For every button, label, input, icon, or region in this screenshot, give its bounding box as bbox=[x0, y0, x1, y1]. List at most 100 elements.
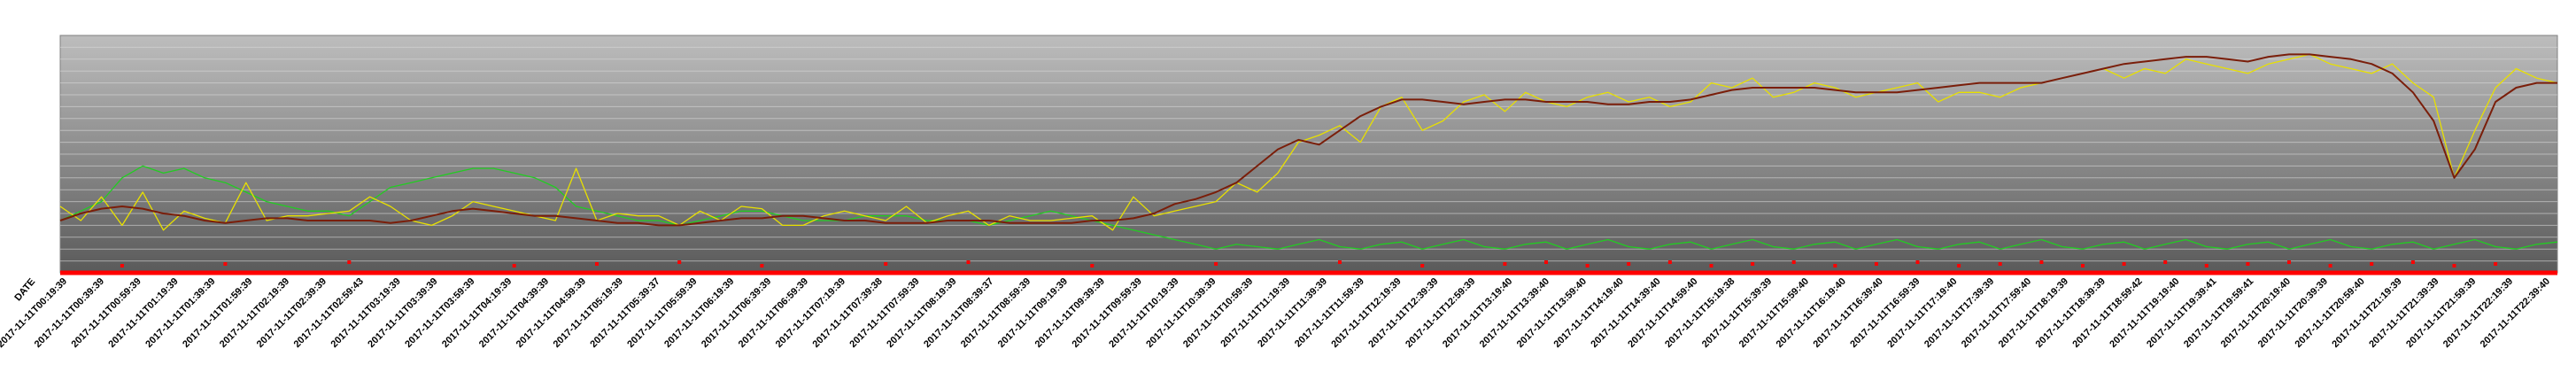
x-tick-label: 2017-11-11T07:19:39 bbox=[774, 276, 847, 350]
red-marker bbox=[2287, 260, 2291, 264]
red-marker bbox=[2122, 262, 2126, 266]
red-marker bbox=[2328, 264, 2332, 268]
red-marker bbox=[2246, 262, 2250, 266]
red-marker bbox=[1214, 262, 1218, 266]
x-tick-label: 2017-11-11T22:19:39 bbox=[2441, 276, 2515, 350]
x-tick-label: 2017-11-11T20:19:40 bbox=[2219, 276, 2293, 350]
x-tick-label: 2017-11-11T20:59:40 bbox=[2294, 276, 2367, 350]
red-marker bbox=[760, 264, 764, 268]
x-tick-label: 2017-11-11T22:39:40 bbox=[2479, 276, 2552, 350]
x-tick-label: 2017-11-11T17:59:40 bbox=[1960, 276, 2033, 350]
x-tick-label: 2017-11-11T02:39:39 bbox=[255, 276, 329, 350]
x-tick-label: 2017-11-11T12:59:39 bbox=[1404, 276, 1477, 350]
red-marker bbox=[2039, 260, 2044, 264]
x-tick-label: 2017-11-11T05:19:39 bbox=[552, 276, 625, 350]
x-tick-label: 2017-11-11T11:39:39 bbox=[1256, 276, 1329, 350]
x-tick-label: 2017-11-11T04:39:39 bbox=[477, 276, 551, 350]
x-tick-label: 2017-11-11T19:59:41 bbox=[2182, 276, 2255, 350]
red-marker bbox=[2370, 262, 2374, 266]
x-tick-label: 2017-11-11T15:59:40 bbox=[1737, 276, 1811, 350]
x-tick-label: 2017-11-11T14:39:40 bbox=[1589, 276, 1662, 350]
red-marker bbox=[1627, 262, 1631, 266]
x-tick-label: 2017-11-11T11:59:39 bbox=[1293, 276, 1366, 350]
x-tick-label: 2017-11-11T16:19:40 bbox=[1775, 276, 1848, 350]
red-marker bbox=[1544, 260, 1548, 264]
red-marker bbox=[2163, 260, 2168, 264]
x-tick-label: 2017-11-11T03:39:39 bbox=[366, 276, 439, 350]
x-tick-label: 2017-11-11T08:19:39 bbox=[885, 276, 958, 350]
x-tick-label: 2017-11-11T14:19:40 bbox=[1552, 276, 1626, 350]
red-marker bbox=[595, 262, 599, 266]
red-marker bbox=[1338, 260, 1342, 264]
x-field-label: DATE bbox=[12, 276, 37, 303]
x-tick-label: 2017-11-11T18:39:39 bbox=[2034, 276, 2108, 350]
red-marker bbox=[677, 260, 682, 264]
x-tick-label: 2017-11-11T02:19:39 bbox=[218, 276, 291, 350]
red-marker bbox=[1915, 260, 1920, 264]
x-tick-label: 2017-11-11T00:19:39 bbox=[0, 276, 69, 350]
red-marker bbox=[1751, 262, 1755, 266]
red-markers bbox=[120, 260, 2498, 268]
red-marker bbox=[1791, 260, 1796, 264]
x-tick-label: 2017-11-11T00:39:39 bbox=[33, 276, 106, 350]
x-tick-label: 2017-11-11T18:59:42 bbox=[2070, 276, 2144, 350]
x-tick-label: 2017-11-11T12:19:39 bbox=[1329, 276, 1403, 350]
red-marker bbox=[2410, 260, 2415, 264]
grid-lines bbox=[60, 46, 2557, 262]
x-tick-label: 2017-11-11T17:19:40 bbox=[1885, 276, 1959, 350]
x-tick-label: 2017-11-11T06:59:39 bbox=[737, 276, 810, 350]
red-marker bbox=[1585, 264, 1590, 268]
x-tick-label: 2017-11-11T03:19:39 bbox=[329, 276, 403, 350]
red-marker bbox=[347, 260, 352, 264]
x-tick-label: 2017-11-11T16:39:40 bbox=[1812, 276, 1885, 350]
x-tick-labels: 2017-11-11T00:19:392017-11-11T00:39:3920… bbox=[0, 276, 2552, 350]
x-tick-label: 2017-11-11T01:19:39 bbox=[106, 276, 180, 350]
series-line-brown bbox=[59, 53, 2557, 227]
x-tick-label: 2017-11-11T09:39:39 bbox=[1033, 276, 1107, 350]
red-marker bbox=[1874, 262, 1878, 266]
x-tick-label: 2017-11-11T13:39:40 bbox=[1478, 276, 1551, 350]
red-marker bbox=[2081, 264, 2085, 268]
x-tick-label: 2017-11-11T15:19:38 bbox=[1663, 276, 1737, 350]
red-marker bbox=[1420, 264, 1425, 268]
x-tick-label: 2017-11-11T00:59:39 bbox=[70, 276, 143, 350]
x-tick-label: 2017-11-11T21:39:39 bbox=[2367, 276, 2441, 350]
red-marker bbox=[2494, 262, 2498, 266]
red-marker bbox=[1667, 260, 1672, 264]
x-tick-label: 2017-11-11T16:59:39 bbox=[1848, 276, 1922, 350]
x-tick-label: 2017-11-11T19:39:41 bbox=[2145, 276, 2218, 350]
series-layer bbox=[59, 53, 2558, 250]
x-tick-label: 2017-11-11T10:39:39 bbox=[1144, 276, 1218, 350]
x-tick-label: 2017-11-11T15:39:39 bbox=[1700, 276, 1774, 350]
x-tick-label: 2017-11-11T08:59:39 bbox=[959, 276, 1033, 350]
red-marker bbox=[1957, 264, 1961, 268]
x-tick-label: 2017-11-11T19:19:40 bbox=[2108, 276, 2181, 350]
red-marker bbox=[2204, 264, 2209, 268]
x-tick-label: 2017-11-11T04:19:39 bbox=[440, 276, 514, 350]
x-tick-label: 2017-11-11T14:59:40 bbox=[1626, 276, 1699, 350]
red-marker bbox=[223, 262, 228, 266]
red-marker bbox=[1709, 264, 1713, 268]
x-tick-label: 2017-11-11T11:19:39 bbox=[1218, 276, 1292, 350]
series-line-yellow bbox=[59, 53, 2558, 231]
red-marker bbox=[2452, 264, 2456, 268]
red-marker bbox=[120, 264, 124, 268]
x-tick-label: 2017-11-11T10:59:39 bbox=[1181, 276, 1255, 350]
x-tick-label: 2017-11-11T07:39:38 bbox=[811, 276, 885, 350]
x-tick-label: 2017-11-11T05:39:37 bbox=[588, 276, 661, 350]
x-tick-label: 2017-11-11T17:39:39 bbox=[1922, 276, 1996, 350]
x-tick-label: 2017-11-11T13:19:40 bbox=[1441, 276, 1514, 350]
x-tick-label: 2017-11-11T07:59:39 bbox=[847, 276, 921, 350]
x-tick-label: 2017-11-11T09:59:39 bbox=[1071, 276, 1144, 350]
red-marker bbox=[512, 264, 516, 268]
red-marker bbox=[1998, 262, 2002, 266]
x-tick-label: 2017-11-11T13:59:40 bbox=[1515, 276, 1589, 350]
x-tick-label: 2017-11-11T10:19:39 bbox=[1107, 276, 1180, 350]
red-marker bbox=[1090, 264, 1095, 268]
x-tick-label: 2017-11-11T06:19:39 bbox=[662, 276, 736, 350]
red-marker bbox=[1833, 264, 1837, 268]
red-marker bbox=[966, 260, 971, 264]
x-tick-label: 2017-11-11T02:59:43 bbox=[292, 276, 366, 350]
x-tick-label: 2017-11-11T03:59:39 bbox=[403, 276, 476, 350]
x-tick-label: 2017-11-11T18:19:39 bbox=[1997, 276, 2070, 350]
